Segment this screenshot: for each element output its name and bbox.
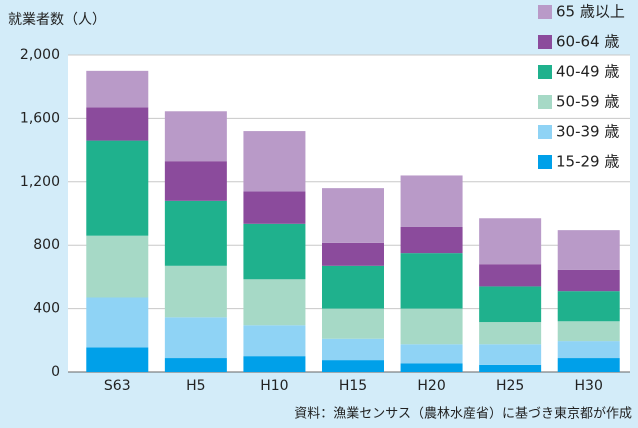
bar-segment	[86, 347, 149, 372]
legend-label: 50-59 歳	[556, 93, 619, 111]
y-tick-label: 2,000	[20, 47, 60, 63]
legend-swatch	[538, 65, 552, 79]
bar-segment	[243, 131, 306, 192]
legend-swatch	[538, 155, 552, 169]
bar-segment	[243, 356, 306, 372]
legend-label: 60-64 歳	[556, 33, 619, 51]
x-tick-label: H10	[260, 378, 288, 394]
bar-segment	[557, 291, 620, 322]
bar-segment	[243, 325, 306, 357]
y-tick-label: 400	[33, 301, 60, 317]
bar-segment	[557, 341, 620, 359]
bar-segment	[322, 265, 384, 309]
bar-segment	[322, 242, 384, 266]
bar-segment	[479, 264, 542, 287]
bar-segment	[400, 344, 463, 364]
bar-segment	[243, 191, 306, 224]
bar-segment	[164, 358, 227, 372]
bar-segment	[86, 297, 149, 348]
source-note: 資料：漁業センサス（農林水産省）に基づき東京都が作成	[294, 406, 632, 422]
bar-segment	[164, 161, 227, 201]
y-tick-label: 1,600	[20, 110, 60, 126]
bar-segment	[164, 317, 227, 359]
bar-segment	[400, 308, 463, 345]
y-tick-label: 1,200	[20, 174, 60, 190]
bar-segment	[479, 364, 542, 372]
x-tick-label: H15	[339, 378, 367, 394]
bar-segment	[322, 338, 384, 361]
legend-swatch	[538, 5, 552, 19]
y-tick-label: 800	[33, 237, 60, 253]
legend-swatch	[538, 35, 552, 49]
bar-segment	[479, 286, 542, 323]
bar-segment	[479, 218, 542, 265]
legend-swatch	[538, 125, 552, 139]
bar-segment	[164, 265, 227, 318]
x-tick-label: H20	[417, 378, 445, 394]
x-tick-label: S63	[104, 378, 131, 394]
bar-segment	[322, 308, 384, 339]
bar-segment	[479, 344, 542, 365]
y-tick-label: 0	[51, 364, 60, 380]
bar-segment	[400, 363, 463, 372]
bar-segment	[243, 279, 306, 326]
bar-segment	[322, 360, 384, 372]
bar-segment	[164, 200, 227, 266]
y-axis-label: 就業者数（人）	[8, 12, 106, 28]
bar-segment	[557, 230, 620, 270]
bar-segment	[400, 253, 463, 309]
x-tick-label: H30	[575, 378, 603, 394]
x-tick-label: H25	[496, 378, 524, 394]
bar-segment	[322, 188, 384, 243]
bar-segment	[479, 322, 542, 345]
legend-swatch	[538, 95, 552, 109]
legend-label: 15-29 歳	[556, 153, 619, 171]
bar-segment	[557, 321, 620, 342]
bar-segment	[86, 70, 149, 108]
x-tick-label: H5	[186, 378, 205, 394]
legend-label: 40-49 歳	[556, 63, 619, 81]
bar-segment	[400, 175, 463, 227]
bar-segment	[86, 235, 149, 298]
bar-segment	[86, 107, 149, 141]
bar-segment	[557, 358, 620, 372]
bar-segment	[243, 223, 306, 280]
legend-label: 65 歳以上	[556, 3, 625, 21]
bar-segment	[164, 111, 227, 162]
bar-segment	[86, 140, 149, 236]
bar-segment	[400, 226, 463, 254]
bar-segment	[557, 269, 620, 292]
legend-label: 30-39 歳	[556, 123, 619, 141]
